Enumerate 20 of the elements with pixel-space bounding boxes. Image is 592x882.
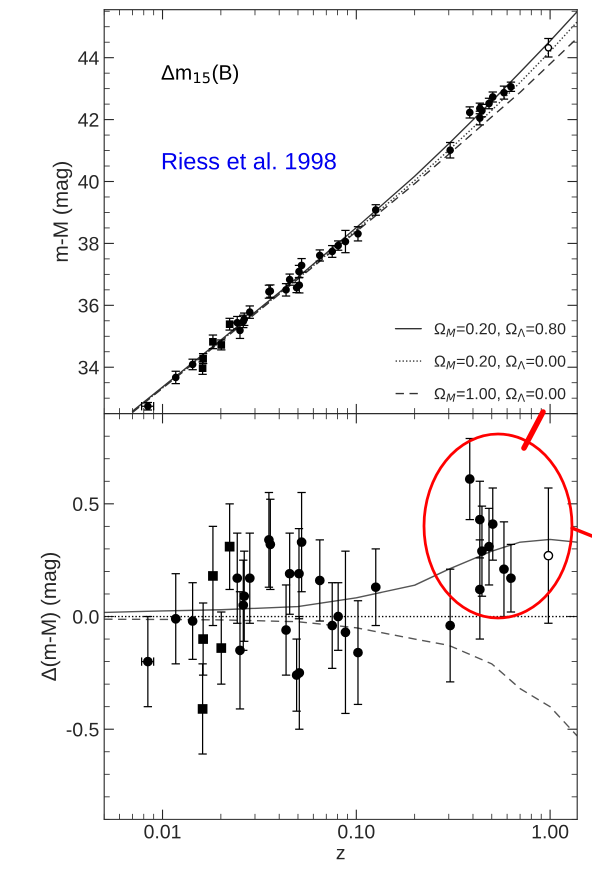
y-tick-label: -0.5	[66, 722, 99, 736]
legend-label: Ω$_{M}$=0.20, Ω$_{Λ}$=0.00	[434, 356, 566, 370]
legend-label: Ω$_{M}$=1.00, Ω$_{Λ}$=0.00	[434, 388, 566, 402]
annotation: Δm$_{15}$(B)	[162, 64, 238, 84]
y-tick-label: 0.5	[73, 497, 99, 512]
y-axis-title: Δ(m-M) (mag)	[40, 552, 60, 681]
y-tick-label: 42	[78, 113, 98, 127]
x-tick-label: 0.01	[144, 824, 180, 839]
y-tick-label: 34	[78, 360, 99, 374]
y-tick-label: 44	[78, 51, 99, 65]
x-tick-label: 1.00	[532, 824, 568, 839]
y-axis-title: m-M (mag)	[52, 162, 72, 262]
y-tick-label: 38	[78, 236, 98, 251]
y-tick-label: 36	[78, 298, 98, 313]
x-tick-label: 0.10	[338, 824, 374, 839]
legend-label: Ω$_{M}$=0.20, Ω$_{Λ}$=0.80	[434, 323, 566, 337]
annotation: Riess et al. 1998	[162, 152, 336, 170]
x-axis-title: z	[336, 848, 345, 860]
y-tick-label: 40	[78, 174, 99, 189]
y-tick-label: 0.0	[73, 610, 99, 624]
